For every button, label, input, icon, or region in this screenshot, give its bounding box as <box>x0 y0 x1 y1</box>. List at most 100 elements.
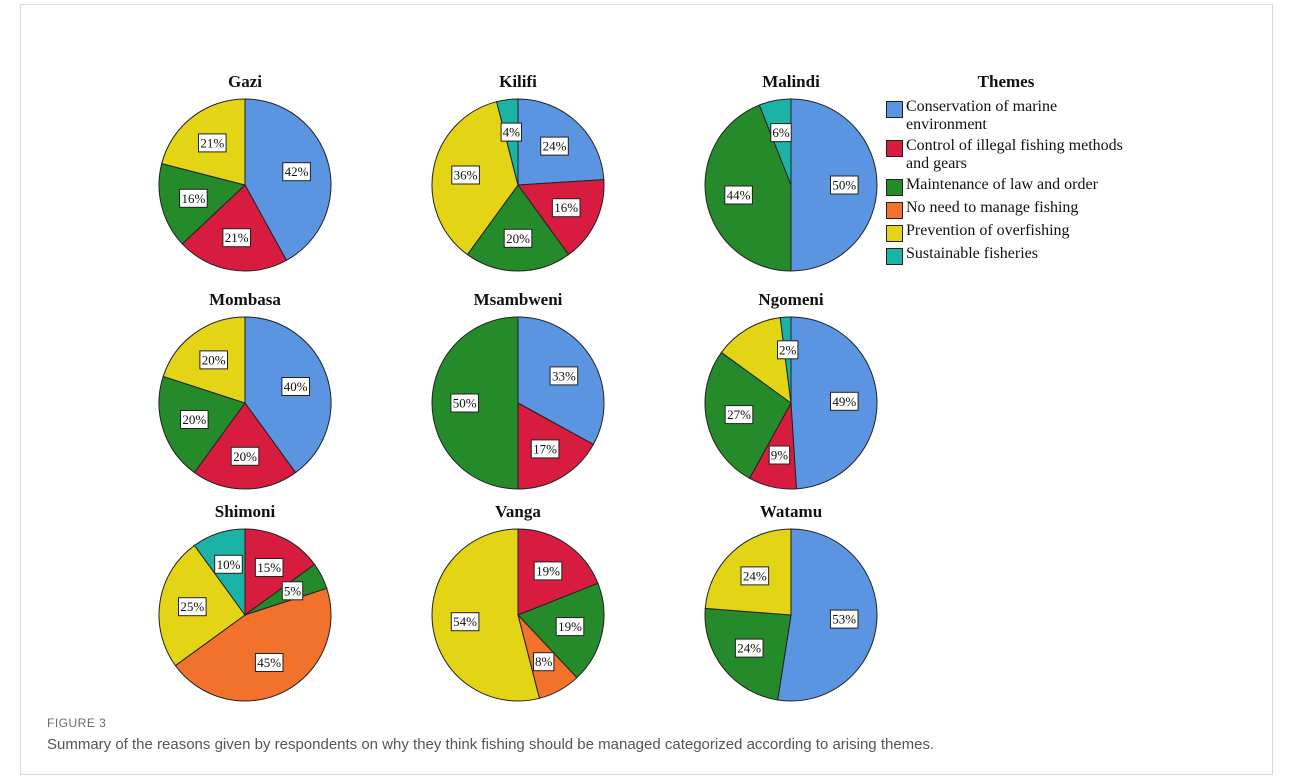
slice-label: 36% <box>451 165 480 185</box>
slice-label: 42% <box>282 162 311 182</box>
pie-panel-mombasa: Mombasa 40% 20% 20% 20% <box>150 290 340 495</box>
pie-title: Malindi <box>762 72 820 91</box>
slice-label-text: 49% <box>832 394 856 409</box>
slice-label-text: 16% <box>554 200 578 215</box>
pie-panel-vanga: Vanga 19% 19% 8% 54% <box>423 502 613 707</box>
pie-chart: 53% 24% 24% <box>704 528 878 702</box>
slice-label-box <box>179 188 208 208</box>
slice-label-text: 17% <box>533 441 557 456</box>
pie-chart: 40% 20% 20% 20% <box>158 316 332 490</box>
slice-label-box <box>549 366 579 386</box>
slice-label-box <box>254 558 284 577</box>
slice-label-text: 8% <box>535 654 553 669</box>
slice-label-text: 19% <box>536 563 560 578</box>
legend-label: Maintenance of law and order <box>906 176 1098 193</box>
pie-slice-overfishing <box>431 528 540 702</box>
slice-label-box <box>254 653 284 672</box>
pie-panel-malindi: Malindi 50% 44% 6% <box>696 72 886 277</box>
pie-chart: 24% 16% 20% 36% 4% <box>431 98 605 272</box>
slice-label-box <box>450 612 480 632</box>
slice-label-box <box>451 165 480 185</box>
slice-label-text: 6% <box>772 125 790 140</box>
slice-label-text: 5% <box>284 583 302 598</box>
slice-label: 27% <box>724 405 754 425</box>
legend-swatch <box>886 179 903 196</box>
pie-slice-sustainable <box>779 316 792 404</box>
slice-label-box <box>830 175 859 195</box>
slice-label: 40% <box>281 377 310 396</box>
slice-label-box <box>540 136 569 156</box>
slice-label: 21% <box>198 133 227 153</box>
pie-title: Ngomeni <box>758 290 824 309</box>
slice-label: 20% <box>503 228 533 248</box>
slice-label-box <box>222 228 252 248</box>
slice-label: 24% <box>740 566 770 586</box>
slice-label: 5% <box>281 581 304 601</box>
slice-label-text: 42% <box>285 164 309 179</box>
legend-label: Control of illegal fishing methods and g… <box>906 137 1123 172</box>
slice-label-text: 19% <box>558 619 582 634</box>
pie-panel-msambweni: Msambweni 33% 17% 50% <box>423 290 613 495</box>
slice-label: 16% <box>551 198 581 218</box>
pie-title: Watamu <box>759 502 823 521</box>
slice-label-box <box>281 377 310 396</box>
slice-label: 9% <box>768 445 791 465</box>
slice-label-text: 20% <box>233 449 257 464</box>
pie-panel-shimoni: Shimoni 15% 5% 45% 25% 10% <box>150 502 340 707</box>
legend-entry: Maintenance of law and order <box>886 176 1156 196</box>
slice-label: 53% <box>829 609 859 629</box>
pie-chart: 49% 9% 27% 2% <box>704 316 878 490</box>
slice-label: 50% <box>450 393 479 413</box>
pie-slice-conservation <box>777 528 878 702</box>
slice-label-text: 33% <box>552 368 576 383</box>
slice-label-box <box>724 185 753 205</box>
slice-label-text: 53% <box>832 612 856 627</box>
pie-panel-ngomeni: Ngomeni 49% 9% 27% 2% <box>696 290 886 495</box>
slice-label-box <box>199 350 229 370</box>
slice-label: 49% <box>830 391 859 411</box>
slice-label-text: 10% <box>217 557 241 572</box>
slice-label-box <box>724 405 754 425</box>
slice-label: 6% <box>770 123 792 143</box>
legend-entry: Conservation of marine environment <box>886 98 1156 134</box>
slice-label-text: 15% <box>257 560 281 575</box>
slice-label-box <box>178 597 207 617</box>
pie-chart: 33% 17% 50% <box>431 316 605 490</box>
pie-slice-law <box>466 184 570 272</box>
legend-swatch <box>886 101 903 118</box>
legend-swatch <box>886 248 903 265</box>
slice-label-text: 24% <box>737 641 761 656</box>
slice-label: 4% <box>500 122 522 142</box>
slice-label-text: 4% <box>503 125 521 140</box>
slice-label-box <box>533 561 563 581</box>
legend-swatch <box>886 225 903 242</box>
pie-slice-overfishing <box>720 317 792 405</box>
slice-label: 44% <box>724 185 753 205</box>
slice-label-box <box>555 617 585 637</box>
slice-label-box <box>214 554 243 574</box>
legend-title: Themes <box>977 72 1035 91</box>
slice-label-box <box>768 445 791 465</box>
legend-label: Conservation of marine environment <box>906 98 1058 133</box>
slice-label-text: 2% <box>779 342 797 357</box>
pie-title: Gazi <box>228 72 262 91</box>
slice-label-text: 24% <box>743 568 767 583</box>
slice-label-box <box>503 228 533 248</box>
figure-caption: Summary of the reasons given by responde… <box>47 736 935 753</box>
slice-label-text: 20% <box>202 352 226 367</box>
slice-label: 21% <box>222 228 252 248</box>
slice-label-text: 20% <box>182 412 206 427</box>
pie-slice-illegal <box>193 402 297 490</box>
slice-label-text: 44% <box>727 188 751 203</box>
pie-chart: 50% 44% 6% <box>704 98 878 272</box>
slice-label-text: 16% <box>181 191 205 206</box>
slice-label-box <box>734 638 764 658</box>
slice-label-box <box>777 340 799 360</box>
legend-items: Conservation of marine environment Contro… <box>886 98 1156 265</box>
slice-label: 16% <box>179 188 208 208</box>
slice-label: 19% <box>533 561 563 581</box>
legend: Themes Conservation of marine environmen… <box>886 72 1156 268</box>
slice-label-box <box>530 439 560 459</box>
legend-entry: Control of illegal fishing methods and g… <box>886 137 1156 173</box>
slice-label: 20% <box>230 446 260 466</box>
